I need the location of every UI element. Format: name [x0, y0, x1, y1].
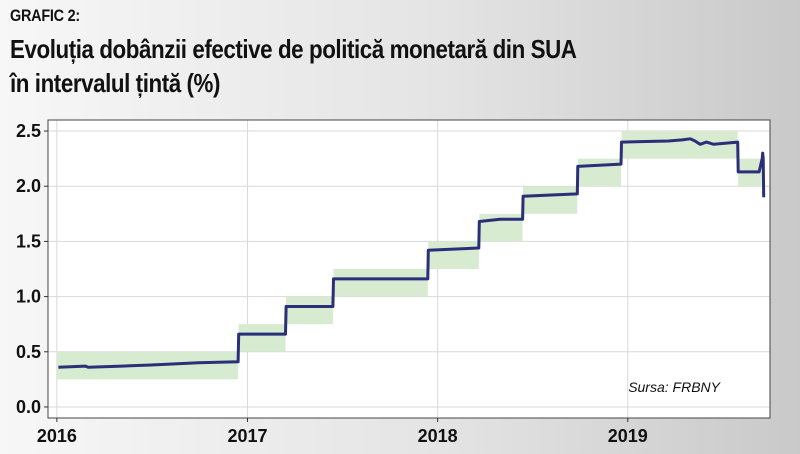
- plot-frame: [47, 119, 771, 419]
- chart-title-line-2: în intervalul țintă (%): [10, 68, 221, 98]
- x-tick-label: 2018: [418, 426, 458, 446]
- y-tick-label: 1.5: [16, 231, 41, 251]
- x-tick-label: 2019: [608, 426, 648, 446]
- chart-header: GRAFIC 2: Evoluția dobânzii efective de …: [10, 6, 669, 100]
- target-range-band: [238, 324, 286, 352]
- effective-rate-line: [58, 137, 766, 369]
- x-tick-label: 2016: [37, 426, 77, 446]
- y-tick-label: 1.0: [16, 287, 41, 307]
- figure-label: GRAFIC 2:: [10, 6, 80, 25]
- y-tick-label: 2.5: [16, 121, 41, 141]
- target-range-band: [428, 241, 479, 269]
- y-tick-label: 2.0: [16, 176, 41, 196]
- x-tick-label: 2017: [227, 426, 267, 446]
- chart-title-line-1: Evoluția dobânzii efective de politică m…: [10, 34, 577, 64]
- source-note: Sursa: FRBNY: [628, 379, 721, 395]
- axes: 0.0 0.5 1.0 1.5 2.0 2.5 2016 2017 2018 2019: [16, 119, 771, 446]
- target-range-band: [333, 269, 428, 297]
- series-layer: [58, 137, 766, 369]
- y-tick-label: 0.0: [16, 397, 41, 417]
- target-range-band: [286, 296, 333, 325]
- target-range-band: [577, 158, 622, 187]
- target-range-band: [523, 186, 578, 214]
- y-tick-label: 0.5: [16, 342, 41, 362]
